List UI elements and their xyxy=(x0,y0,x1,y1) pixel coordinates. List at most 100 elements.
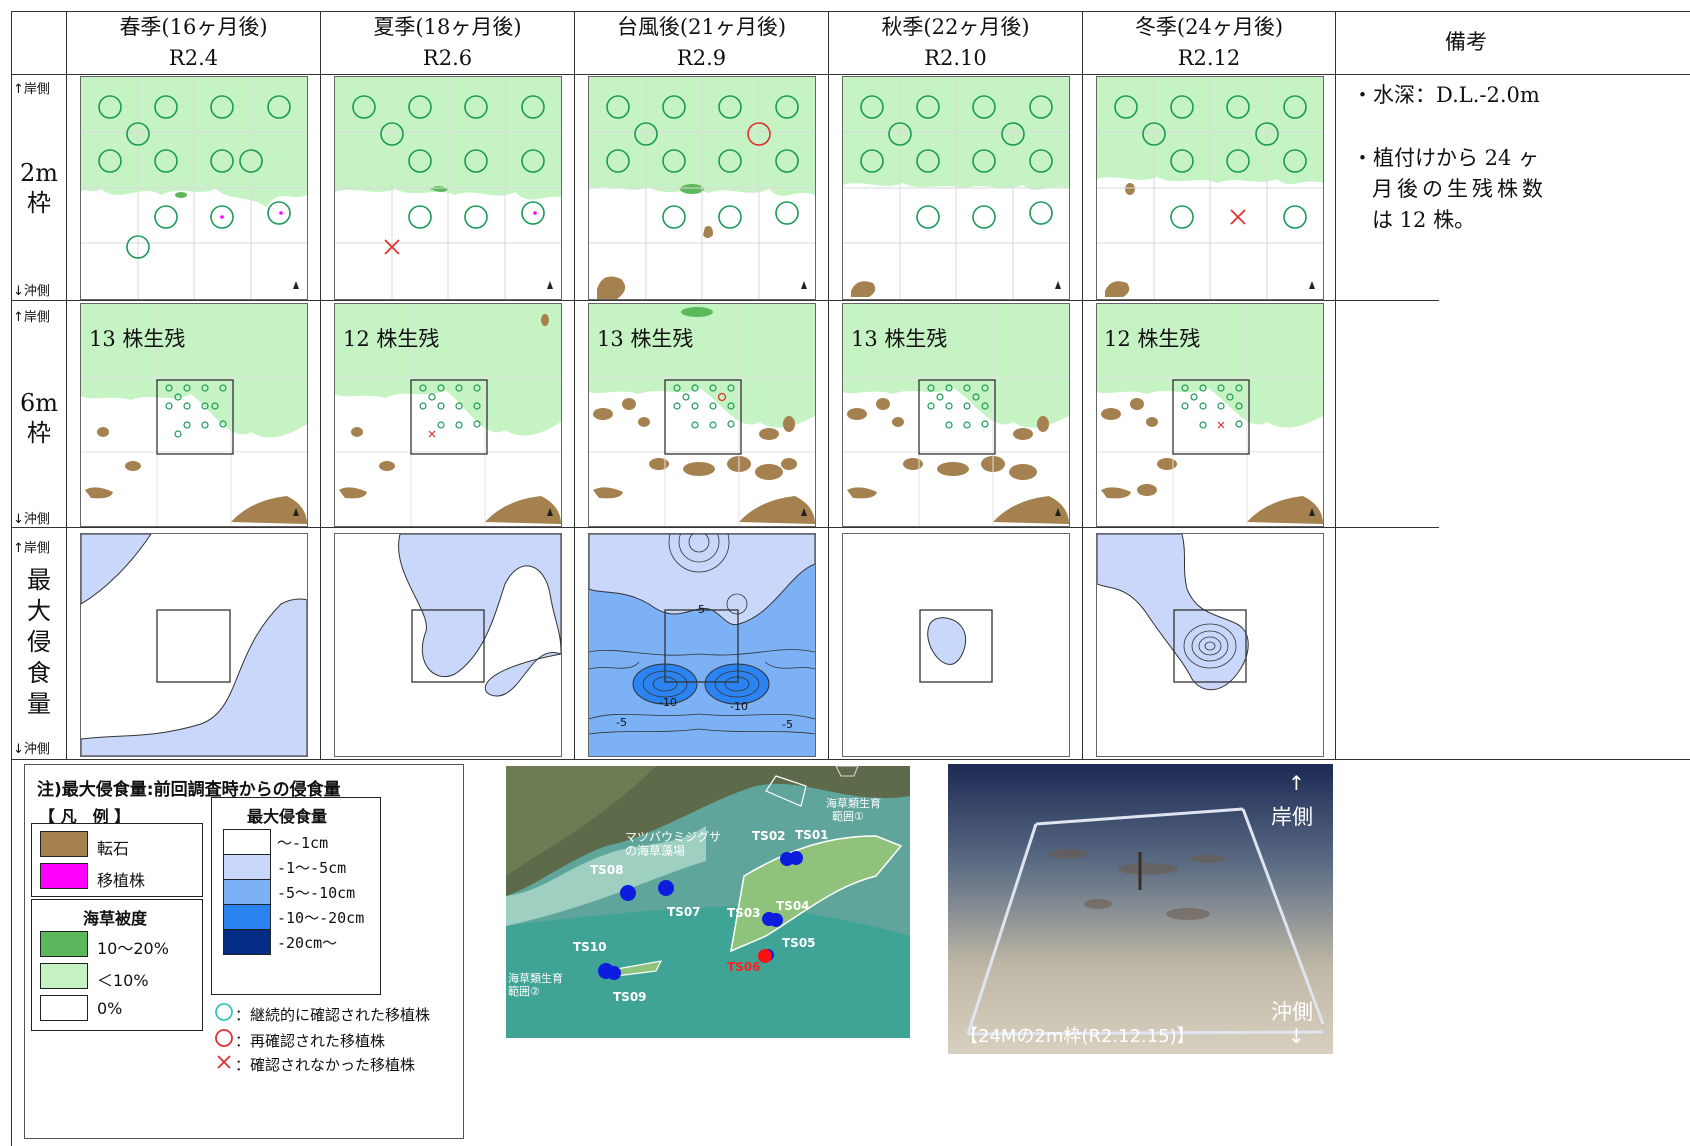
station-label: TS01 xyxy=(795,828,829,842)
survival-count: 12 株生残 xyxy=(343,327,440,351)
grid-line xyxy=(11,527,1439,528)
date-label: R2.10 xyxy=(924,46,987,70)
cobble-group xyxy=(85,427,307,524)
survival-count: 13 株生残 xyxy=(89,327,186,351)
row-label-line: 2m xyxy=(19,159,59,187)
legend-cov-low: ＜10% xyxy=(97,971,149,990)
row-label-char: 最 xyxy=(27,566,51,594)
grid-line xyxy=(1082,11,1083,759)
coverage-low-swatch xyxy=(40,963,88,989)
row-label-line: 枠 xyxy=(27,419,51,447)
transplant-swatch xyxy=(40,863,88,889)
erosion-area xyxy=(81,598,307,756)
map-2m-spring xyxy=(80,76,308,300)
season-label: 春季(16ヶ月後) xyxy=(119,15,268,39)
transplant-dot xyxy=(533,211,537,215)
transplant-dot xyxy=(279,211,283,215)
erosion-svg xyxy=(589,534,815,735)
remarks-header: 備考 xyxy=(1445,30,1487,54)
seagrass-area xyxy=(589,304,815,428)
map-2m-svg xyxy=(335,77,561,299)
cobble-swatch xyxy=(40,831,88,857)
map-6m-svg xyxy=(843,304,1069,526)
erosion-bin-swatch xyxy=(223,904,271,930)
grid-line xyxy=(320,11,321,759)
row-label-line: 6m xyxy=(19,389,59,417)
erosion-bin-swatch xyxy=(223,829,271,855)
legend-transplant: 移植株 xyxy=(97,871,146,890)
map-2m-autumn xyxy=(842,76,1070,300)
contour-label: -5 xyxy=(694,603,705,616)
grid-line xyxy=(574,11,575,759)
meadow-label: マツバウミジグサ の海草藻場 xyxy=(625,830,721,858)
erosion-title: 最大侵食量 xyxy=(247,807,328,826)
station-label: TS08 xyxy=(590,863,624,877)
contour-label: -10 xyxy=(659,696,677,709)
station-label: TS07 xyxy=(667,905,701,919)
survival-count: 12 株生残 xyxy=(1104,327,1201,351)
red-circle-icon xyxy=(215,1029,233,1047)
erosion-svg xyxy=(398,534,561,697)
north-arrow-icon xyxy=(1309,281,1315,289)
2m-frame-outline xyxy=(156,379,234,455)
transplant-dot xyxy=(220,215,224,219)
coverage-zero-swatch xyxy=(40,995,88,1021)
seagrass-dense xyxy=(680,184,704,194)
coverage-title: 海草被度 xyxy=(83,909,148,928)
legend-title: 【 凡 例 】 xyxy=(39,807,131,826)
season-label: 台風後(21ヶ月後) xyxy=(616,15,787,39)
underwater-photo xyxy=(948,764,1333,1054)
erosion-map-spring xyxy=(80,533,308,757)
green-circle-icon xyxy=(215,1003,233,1021)
erosion-map-autumn xyxy=(842,533,1070,757)
cobble xyxy=(703,226,713,238)
map-2m-svg xyxy=(589,77,815,299)
erosion-bin-swatch xyxy=(223,929,271,955)
map-6m-svg xyxy=(1097,304,1323,526)
erosion-svg xyxy=(1097,534,1249,691)
erosion-bin-swatch xyxy=(223,854,271,880)
cobble xyxy=(1125,183,1135,195)
legend-group xyxy=(31,899,203,1031)
column-header: 冬季(24ヶ月後) R2.12 xyxy=(1083,12,1335,74)
map-6m-spring xyxy=(80,303,308,527)
grid-line xyxy=(1335,11,1336,759)
row-label-line: 枠 xyxy=(27,189,51,217)
station-label: TS02 xyxy=(752,829,786,843)
photo-caption: 【24Mの2m枠(R2.12.15)】 xyxy=(960,1026,1195,1047)
area1-line: 範囲① xyxy=(832,810,864,823)
date-label: R2.12 xyxy=(1177,46,1241,70)
erosion-svg xyxy=(81,534,307,756)
cobble xyxy=(851,281,876,297)
seagrass-dense xyxy=(175,192,187,198)
north-arrow-icon xyxy=(1055,508,1061,516)
station-label: TS09 xyxy=(613,990,647,1004)
row-label-char: 大 xyxy=(27,597,51,625)
map-2m-winter xyxy=(1096,76,1324,300)
erosion-map-winter xyxy=(1096,533,1324,757)
survival-count: 13 株生残 xyxy=(597,327,694,351)
cobble xyxy=(1105,281,1130,297)
aerial-site-map xyxy=(506,766,910,1038)
meadow-line: マツバウミジグサ xyxy=(625,830,722,844)
shore-side-label: ↑岸側 xyxy=(13,310,50,325)
photo-offshore-label: 沖側 xyxy=(1271,1000,1313,1024)
shore-side-label: ↑岸側 xyxy=(13,82,50,97)
grid-line xyxy=(66,11,67,759)
grid-line xyxy=(11,300,1439,301)
legend-box: 注)最大侵食量:前回調査時からの侵食量 【 凡 例 】 転石 移植株 海草被度 … xyxy=(24,764,464,1139)
erosion-bin-label: -20cm～ xyxy=(277,934,338,952)
grid-line xyxy=(11,759,1690,760)
remark-survival-2: 月後の生残株数 xyxy=(1372,177,1547,201)
contour-label: -5 xyxy=(782,718,793,731)
red-x-icon xyxy=(217,1055,231,1069)
season-label: 夏季(18ヶ月後) xyxy=(373,15,522,39)
shore-side-label: ↑岸側 xyxy=(13,541,50,556)
photo-shore-label: 岸側 xyxy=(1271,805,1313,829)
north-arrow-icon xyxy=(1309,508,1315,516)
cobble xyxy=(597,276,626,299)
recovered-marker-icon xyxy=(747,122,771,146)
column-header: 夏季(18ヶ月後) R2.6 xyxy=(321,12,574,74)
seagrass-area xyxy=(335,304,561,436)
erosion-bin-label: -10～-20cm xyxy=(277,909,365,927)
